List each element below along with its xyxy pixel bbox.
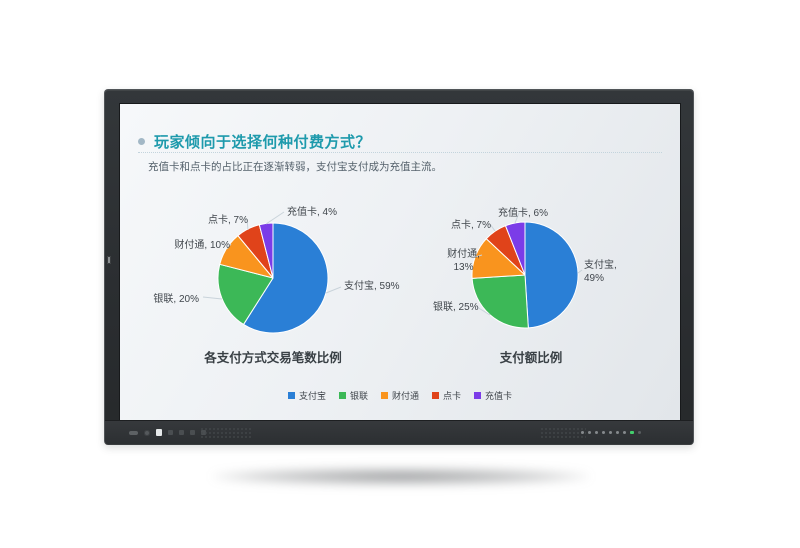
pie-label-支付宝: 支付宝, 49% (584, 260, 617, 284)
pie-label-银联: 银联, 25% (433, 302, 479, 313)
pie-slice-支付宝 (243, 222, 329, 334)
control-button-4[interactable] (602, 431, 605, 434)
legend-label: 支付宝 (298, 391, 326, 401)
pie-label-财付通: 财付通, 10% (174, 240, 230, 251)
pie-label-充值卡: 充值卡, 6% (498, 208, 549, 219)
control-button-6[interactable] (616, 431, 619, 434)
legend-label: 银联 (349, 391, 368, 401)
pie-label-支付宝: 支付宝, 59% (344, 281, 400, 292)
bezel-sensor-light (107, 256, 111, 264)
legend-item-点卡: 点卡 (432, 389, 461, 402)
speaker-grille-left (200, 427, 252, 439)
title-bullet-icon (138, 138, 145, 145)
monitor-shadow (212, 468, 590, 485)
legend-label: 财付通 (391, 391, 419, 401)
screen: 玩家倾向于选择何种付费方式？ 充值卡和点卡的占比正在逐渐转弱，支付宝支付成为充值… (119, 103, 681, 422)
power-button[interactable] (144, 429, 150, 436)
control-button-3[interactable] (595, 431, 598, 434)
pie-label-leader (325, 286, 342, 294)
control-button-2[interactable] (588, 431, 591, 434)
pie-slice-支付宝 (524, 221, 579, 329)
slide-subtitle: 充值卡和点卡的占比正在逐渐转弱，支付宝支付成为充值主流。 (148, 161, 442, 173)
legend-item-充值卡: 充值卡 (474, 389, 512, 402)
legend-label: 点卡 (443, 391, 462, 401)
pie-label-leader (476, 306, 491, 316)
pie-label-leader (474, 254, 483, 258)
title-separator (138, 152, 662, 153)
pie-label-leader (265, 211, 285, 225)
power-led (630, 431, 634, 434)
pie-slice-银联 (471, 274, 529, 329)
pie-label-财付通: 财付通, 13% (447, 249, 480, 273)
pie-label-leader (202, 296, 223, 300)
pie-label-leader (226, 243, 232, 250)
legend-item-支付宝: 支付宝 (287, 389, 326, 402)
speaker-grille-right (540, 427, 586, 439)
pie-slice-银联 (217, 263, 274, 325)
pie-label-leader (577, 269, 583, 274)
front-usb-port[interactable] (156, 429, 162, 436)
pie-label-点卡: 点卡, 7% (207, 215, 248, 226)
pie-label-leader (246, 218, 249, 231)
monitor-control-bar (105, 420, 693, 444)
legend-swatch-icon (432, 392, 439, 399)
pie-label-leader (514, 212, 520, 224)
slide-header: 玩家倾向于选择何种付费方式？ (138, 131, 371, 152)
legend-label: 充值卡 (485, 391, 513, 401)
front-port-3[interactable] (190, 430, 195, 435)
pie-label-点卡: 点卡, 7% (450, 220, 491, 231)
legend-swatch-icon (287, 392, 295, 399)
side-buttons (581, 421, 641, 444)
legend-item-财付通: 财付通 (380, 389, 419, 402)
control-button-5[interactable] (609, 431, 612, 434)
chart-legend: 支付宝 银联 财付通 点卡 充值卡 (119, 389, 681, 402)
pie-charts-canvas (202, 211, 583, 334)
legend-item-银联: 银联 (338, 389, 368, 402)
pie-label-leader (489, 223, 496, 232)
legend-swatch-icon (380, 392, 388, 399)
slide-title: 玩家倾向于选择何种付费方式？ (154, 134, 372, 151)
chart-title-transactions: 各支付方式交易笔数比例 (204, 351, 342, 365)
monitor-frame: 玩家倾向于选择何种付费方式？ 充值卡和点卡的占比正在逐渐转弱，支付宝支付成为充值… (104, 89, 694, 445)
ir-sensor (129, 430, 138, 435)
pie-label-充值卡: 充值卡, 4% (287, 207, 338, 218)
front-port-2[interactable] (179, 430, 184, 435)
legend-swatch-icon (338, 392, 346, 399)
legend-swatch-icon (474, 392, 482, 399)
pie-label-银联: 银联, 20% (153, 294, 199, 305)
front-port-1[interactable] (168, 430, 173, 435)
chart-title-amount: 支付额比例 (499, 351, 563, 365)
front-controls (129, 421, 206, 444)
control-button-1[interactable] (581, 431, 584, 434)
control-button-7[interactable] (623, 431, 626, 434)
control-button-8[interactable] (638, 431, 641, 434)
